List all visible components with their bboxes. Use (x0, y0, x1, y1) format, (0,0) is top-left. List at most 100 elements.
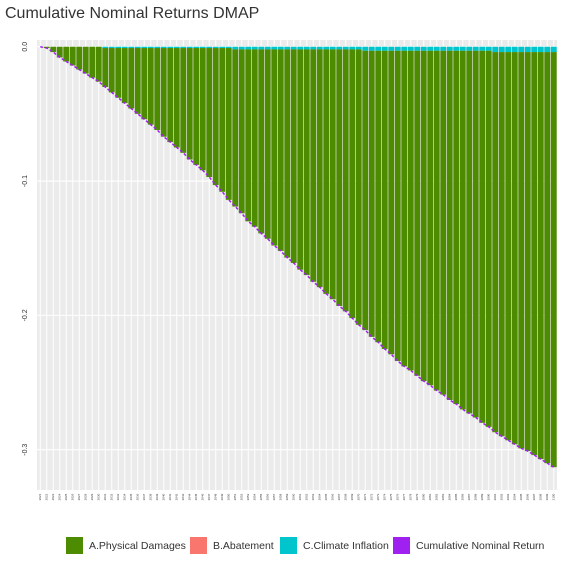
bar-segment (173, 48, 180, 148)
x-tick-label: 2052 (240, 493, 244, 500)
legend-key (66, 537, 83, 554)
bar-segment (414, 46, 421, 51)
bar-segment (440, 46, 447, 51)
bar-segment (297, 49, 304, 270)
bar-segment (50, 46, 57, 53)
bar-segment (485, 50, 492, 427)
bar-segment (375, 46, 382, 51)
x-tick-label: 2053 (246, 493, 250, 500)
x-tick-label: 2080 (422, 493, 426, 500)
bar-segment (115, 48, 122, 98)
bar-segment (290, 46, 297, 50)
y-tick-label: 0.0 (22, 42, 29, 52)
x-tick-label: 2076 (396, 493, 400, 500)
x-tick-label: 2027 (77, 493, 81, 500)
x-tick-label: 2057 (272, 493, 276, 500)
bar-segment (375, 50, 382, 343)
bar-segment (329, 46, 336, 50)
x-tick-label: 2034 (123, 493, 127, 500)
x-tick-label: 2048 (214, 493, 218, 500)
bar-segment (498, 46, 505, 53)
x-tick-label: 2061 (298, 493, 302, 500)
bar-segment (128, 46, 135, 49)
bar-segment (368, 46, 375, 51)
x-tick-label: 2023 (51, 493, 55, 500)
bar-segment (394, 46, 401, 51)
bar-segment (121, 46, 128, 49)
x-tick-label: 2096 (526, 493, 530, 500)
bar-segment (524, 46, 531, 53)
x-tick-label: 2033 (116, 493, 120, 500)
bar-segment (56, 46, 63, 58)
x-tick-label: 2087 (467, 493, 471, 500)
x-tick-label: 2043 (181, 493, 185, 500)
x-tick-label: 2058 (279, 493, 283, 500)
bar-segment (147, 46, 154, 49)
x-tick-label: 2093 (506, 493, 510, 500)
bar-segment (160, 46, 167, 49)
x-tick-label: 2083 (441, 493, 445, 500)
bar-segment (550, 52, 557, 468)
legend-label: B.Abatement (213, 540, 274, 552)
bar-segment (505, 46, 512, 53)
bar-segment (186, 48, 193, 160)
bar-segment (128, 48, 135, 109)
bar-segment (134, 48, 141, 114)
legend-label: C.Climate Inflation (303, 540, 389, 552)
bar-segment (537, 46, 544, 53)
x-tick-label: 2068 (344, 493, 348, 500)
bar-segment (284, 46, 291, 50)
bar-segment (245, 46, 252, 50)
x-tick-label: 2049 (220, 493, 224, 500)
bar-segment (258, 46, 265, 50)
bar-segment (225, 46, 232, 49)
bar-segment (472, 50, 479, 418)
bar-segment (531, 46, 538, 53)
bar-segment (485, 46, 492, 51)
bar-segment (212, 48, 219, 186)
x-tick-label: 2056 (266, 493, 270, 500)
x-tick-label: 2079 (415, 493, 419, 500)
bar-segment (199, 48, 206, 171)
bar-segment (297, 46, 304, 50)
bar-segment (238, 46, 245, 50)
bar-segment (466, 46, 473, 51)
bar-segment (381, 46, 388, 51)
bar-segment (206, 48, 213, 178)
bar-segment (420, 46, 427, 51)
bar-segment (232, 46, 239, 50)
y-tick-label: -0.1 (22, 175, 29, 187)
y-tick-label: -0.2 (22, 309, 29, 321)
legend-label: A.Physical Damages (89, 540, 186, 552)
bar-segment (479, 50, 486, 423)
bar-segment (316, 46, 323, 50)
bar-segment (407, 46, 414, 51)
bar-segment (316, 49, 323, 288)
x-tick-label: 2021 (38, 493, 42, 500)
legend-key (280, 537, 297, 554)
bar-segment (199, 46, 206, 49)
x-tick-label: 2037 (142, 493, 146, 500)
bar-segment (355, 46, 362, 50)
bar-segment (518, 52, 525, 449)
x-tick-label: 2077 (402, 493, 406, 500)
x-tick-label: 2091 (493, 493, 497, 500)
bar-segment (167, 48, 174, 143)
bar-segment (277, 49, 284, 251)
bar-segment (401, 46, 408, 51)
x-tick-label: 2075 (389, 493, 393, 500)
bar-segment (388, 50, 395, 355)
bar-segment (310, 49, 317, 282)
bar-segment (134, 46, 141, 49)
bar-segment (511, 52, 518, 445)
bar-segment (251, 49, 258, 227)
bar-segment (277, 46, 284, 50)
bar-segment (524, 52, 531, 452)
x-tick-label: 2095 (519, 493, 523, 500)
bar-segment (453, 50, 460, 405)
bar-segment (459, 46, 466, 51)
x-tick-label: 2029 (90, 493, 94, 500)
bar-segment (407, 50, 414, 371)
bar-segment (544, 52, 551, 464)
bar-segment (368, 50, 375, 337)
